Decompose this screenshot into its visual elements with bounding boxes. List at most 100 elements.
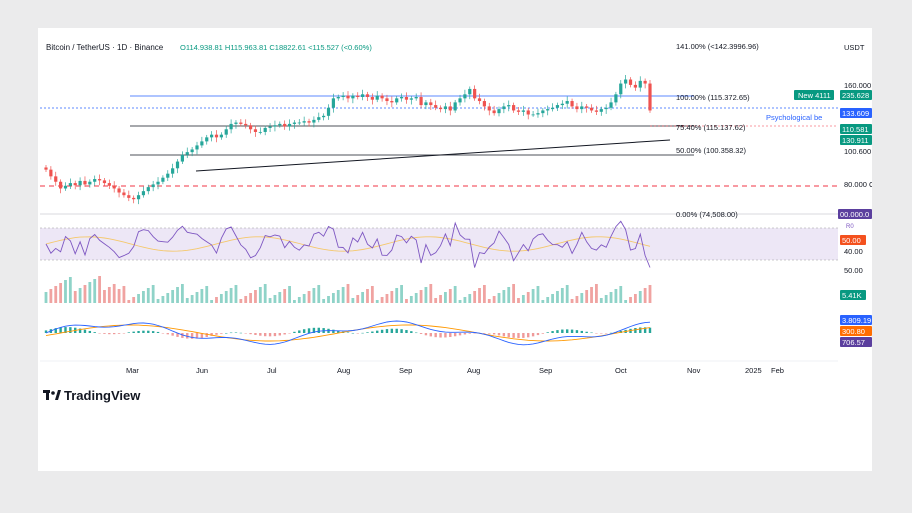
tradingview-logo[interactable]: TradingView bbox=[43, 388, 141, 403]
volume-bar bbox=[249, 293, 252, 303]
candle-body bbox=[638, 80, 642, 88]
symbol-title[interactable]: Bitcoin / TetherUS · 1D · Binance bbox=[46, 43, 164, 52]
time-tick-label: Nov bbox=[687, 366, 701, 375]
macd-histogram-bar bbox=[64, 327, 67, 333]
candle-body bbox=[63, 185, 68, 189]
chart-card: Bitcoin / TetherUS · 1D · Binance O114.9… bbox=[38, 28, 872, 471]
candle-body bbox=[102, 180, 107, 184]
volume-bar bbox=[453, 286, 457, 303]
macd-histogram-bar bbox=[570, 329, 574, 333]
macd-histogram-bar bbox=[492, 333, 496, 335]
fib-label-0: 0.00% (74,508.00) bbox=[676, 210, 738, 219]
volume-bar bbox=[307, 291, 311, 303]
candle-body bbox=[370, 97, 374, 100]
macd-histogram-bar bbox=[195, 333, 199, 339]
candle-body bbox=[453, 102, 457, 111]
candle-body bbox=[541, 110, 545, 114]
candle-body bbox=[292, 122, 297, 124]
macd-histogram-bar bbox=[483, 333, 486, 334]
macd-histogram-bar bbox=[439, 333, 442, 338]
candle-body bbox=[448, 106, 452, 111]
volume-bar bbox=[68, 277, 72, 303]
macd-histogram-bar bbox=[546, 332, 549, 333]
volume-bar bbox=[122, 286, 126, 303]
volume-bar bbox=[444, 292, 447, 303]
candle-body bbox=[195, 145, 199, 150]
volume-bar bbox=[161, 296, 165, 303]
macd-histogram-bar bbox=[551, 331, 554, 333]
candle-body bbox=[497, 109, 501, 114]
price-tick-1: 160.000 bbox=[844, 81, 871, 90]
time-tick-label: Jun bbox=[196, 366, 208, 375]
macd-histogram-bar bbox=[351, 332, 355, 334]
volume-bar bbox=[327, 296, 330, 303]
volume-bar bbox=[93, 279, 97, 303]
candle-body bbox=[234, 122, 238, 124]
candle-body bbox=[404, 97, 409, 100]
candle-body bbox=[565, 101, 569, 104]
candle-body bbox=[78, 180, 82, 186]
macd-histogram-bar bbox=[161, 333, 165, 334]
macd-histogram-bar bbox=[288, 333, 291, 334]
time-tick-label: Sep bbox=[399, 366, 412, 375]
macd-histogram-bar bbox=[639, 327, 642, 333]
currency-label: USDT bbox=[844, 43, 865, 52]
macd-histogram-bar bbox=[302, 329, 306, 333]
candle-body bbox=[214, 134, 219, 138]
volume-bar bbox=[312, 288, 316, 303]
candle-body bbox=[434, 105, 438, 108]
macd-histogram-bar bbox=[210, 333, 213, 336]
candle-body bbox=[302, 121, 306, 123]
volume-bar bbox=[117, 289, 121, 303]
price-badge-1 bbox=[840, 108, 872, 118]
price-badge-2-text: 110.581 bbox=[842, 125, 869, 134]
candle-body bbox=[380, 95, 384, 99]
macd-histogram-bar bbox=[458, 333, 462, 336]
volume-bar bbox=[205, 286, 209, 303]
fib-label-141: 141.00% (<142.3996.96) bbox=[676, 42, 759, 51]
volume-bar bbox=[64, 280, 67, 303]
macd-histogram-bar bbox=[293, 331, 296, 333]
time-tick-label: Feb bbox=[771, 366, 784, 375]
candle-body bbox=[414, 97, 418, 99]
volume-bar bbox=[629, 297, 632, 303]
rsi-value-badge bbox=[840, 235, 866, 245]
macd-histogram-bar bbox=[190, 333, 194, 339]
macd-histogram-bar bbox=[400, 329, 403, 333]
volume-bar bbox=[146, 288, 150, 303]
volume-bar bbox=[302, 294, 306, 303]
volume-bar bbox=[254, 290, 257, 303]
macd-histogram-bar bbox=[205, 333, 208, 338]
candle-body bbox=[526, 110, 530, 115]
candle-body bbox=[502, 106, 506, 110]
price-tick-2: 100.600 bbox=[844, 147, 871, 156]
candle-body bbox=[253, 129, 258, 132]
volume-bar bbox=[546, 297, 550, 303]
rsi-value-badge-text: 50.00 bbox=[842, 236, 861, 245]
volume-bar bbox=[614, 289, 618, 303]
macd-histogram-bar bbox=[531, 333, 535, 337]
volume-bar bbox=[215, 297, 218, 303]
volume-bar bbox=[156, 299, 160, 303]
macd-histogram-bar bbox=[522, 333, 525, 338]
macd-pane bbox=[44, 320, 652, 346]
candle-body bbox=[385, 98, 389, 102]
volume-bar bbox=[263, 284, 267, 303]
candle-body bbox=[458, 98, 462, 103]
volume-bar bbox=[638, 291, 642, 303]
volume-badge-text: 5.41K bbox=[842, 291, 862, 300]
time-axis: Mar Jun Jul Aug Sep Aug Sep Oct Nov 2025 Feb bbox=[126, 366, 784, 375]
chart-canvas[interactable]: Bitcoin / TetherUS · 1D · Binance O114.9… bbox=[38, 28, 872, 471]
rsi-tick-1: 40.00 bbox=[844, 247, 863, 256]
candle-body bbox=[341, 95, 345, 98]
candle-body bbox=[107, 183, 111, 186]
candle-body bbox=[117, 188, 121, 193]
candle-body bbox=[594, 110, 599, 112]
candle-body bbox=[263, 127, 267, 132]
volume-bar bbox=[83, 285, 87, 303]
macd-histogram-bar bbox=[497, 333, 501, 336]
macd-histogram-bar bbox=[468, 333, 471, 334]
macd-histogram-bar bbox=[405, 330, 408, 333]
macd-histogram-bar bbox=[527, 333, 530, 338]
volume-bar bbox=[599, 298, 603, 303]
